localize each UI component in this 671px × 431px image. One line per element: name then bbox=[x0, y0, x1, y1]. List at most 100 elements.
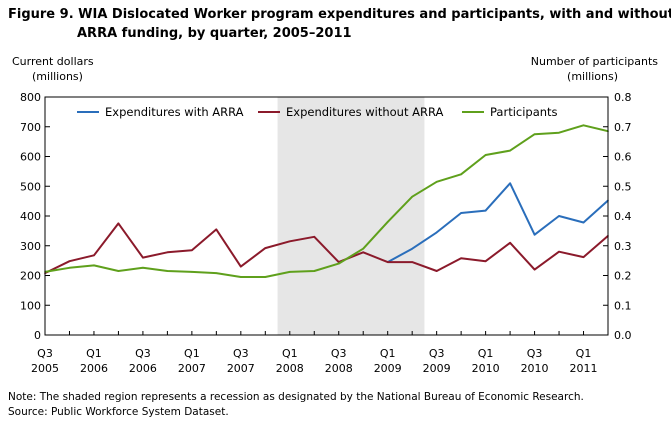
x-tick-label-quarter: Q1 bbox=[184, 347, 200, 360]
y-right-tick-label: 0.1 bbox=[614, 299, 632, 312]
series-point-2 bbox=[533, 268, 536, 271]
x-tick-label-year: 2005 bbox=[31, 362, 59, 375]
series-point-3 bbox=[411, 195, 413, 198]
x-tick-label-quarter: Q3 bbox=[233, 347, 249, 360]
series-line-3 bbox=[44, 124, 609, 278]
y-left-label-line1: Current dollars bbox=[12, 55, 94, 68]
series-point-1 bbox=[533, 233, 536, 236]
series-point-3 bbox=[386, 221, 389, 223]
series-point-2 bbox=[264, 247, 267, 249]
y-right-tick-label: 0.3 bbox=[614, 240, 632, 253]
series-point-2 bbox=[93, 254, 95, 257]
x-tick-label-quarter: Q3 bbox=[135, 347, 151, 360]
series-point-2 bbox=[166, 251, 169, 254]
series-line-2 bbox=[44, 222, 609, 274]
x-tick-label-quarter: Q1 bbox=[86, 347, 102, 360]
series-point-1 bbox=[484, 209, 487, 212]
plot-frame bbox=[44, 96, 609, 336]
chart-note: Note: The shaded region represents a rec… bbox=[8, 391, 584, 403]
legend-label-2: Expenditures without ARRA bbox=[286, 105, 443, 119]
series-point-3 bbox=[337, 262, 340, 265]
x-tick-label-year: 2008 bbox=[325, 362, 353, 375]
x-tick-label-year: 2007 bbox=[178, 362, 206, 375]
y-left-tick-label: 800 bbox=[20, 91, 41, 104]
series-point-3 bbox=[362, 247, 365, 250]
series-point-3 bbox=[215, 272, 218, 274]
series-lines bbox=[44, 124, 609, 278]
series-point-3 bbox=[313, 270, 316, 272]
y-right-label-line2: (millions) bbox=[567, 70, 618, 83]
series-point-3 bbox=[142, 266, 144, 269]
series-point-2 bbox=[509, 241, 511, 244]
y-right-tick-label: 0.4 bbox=[614, 210, 632, 223]
x-tick-label-quarter: Q1 bbox=[576, 347, 592, 360]
y-left-tick-label: 0 bbox=[34, 329, 41, 342]
x-tick-label-quarter: Q1 bbox=[282, 347, 298, 360]
series-point-3 bbox=[166, 270, 169, 272]
series-point-3 bbox=[93, 264, 95, 267]
y-right-tick-label: 0.7 bbox=[614, 121, 632, 134]
series-point-2 bbox=[411, 261, 413, 263]
series-point-2 bbox=[435, 270, 438, 272]
legend: Expenditures with ARRA Expenditures witho… bbox=[77, 105, 558, 119]
series-point-3 bbox=[288, 271, 291, 273]
series-point-3 bbox=[264, 276, 267, 278]
recession-shaded-region bbox=[277, 97, 425, 335]
y-left-tick-label: 600 bbox=[20, 151, 41, 164]
series-line-1 bbox=[387, 182, 609, 263]
series-point-3 bbox=[582, 124, 585, 127]
x-tick-label-quarter: Q1 bbox=[478, 347, 494, 360]
series-point-1 bbox=[411, 247, 413, 250]
x-tick-label-quarter: Q3 bbox=[331, 347, 347, 360]
series-point-3 bbox=[509, 149, 511, 152]
y-right-tick-label: 0.5 bbox=[614, 180, 632, 193]
series-point-2 bbox=[240, 265, 242, 268]
series-point-2 bbox=[288, 240, 291, 243]
y-right-label-line1: Number of participants bbox=[531, 55, 659, 68]
x-tick-label-year: 2009 bbox=[423, 362, 451, 375]
series-point-2 bbox=[362, 251, 365, 254]
x-axis: Q3 2005 Q1 2006 Q3 2006 Q1 2007 Q3 2007 Q1 2008 Q3 20… bbox=[31, 331, 609, 375]
series-point-3 bbox=[558, 131, 560, 134]
x-tick-label-quarter: Q1 bbox=[380, 347, 396, 360]
series-point-2 bbox=[386, 261, 389, 263]
chart-source: Source: Public Workforce System Dataset. bbox=[8, 406, 229, 418]
x-tick-label-year: 2006 bbox=[80, 362, 108, 375]
series-point-2 bbox=[215, 228, 218, 231]
series-point-1 bbox=[435, 231, 438, 234]
y-left-axis: 0 100 200 300 400 500 600 700 800 bbox=[20, 91, 50, 342]
y-right-tick-label: 0.6 bbox=[614, 151, 632, 164]
series-point-2 bbox=[68, 260, 71, 263]
y-right-tick-label: 0.0 bbox=[614, 329, 632, 342]
y-right-axis: 0.0 0.1 0.2 0.3 0.4 0.5 0.6 0.7 0.8 bbox=[603, 91, 632, 342]
series-point-3 bbox=[435, 180, 438, 183]
x-tick-label-year: 2010 bbox=[472, 362, 500, 375]
y-left-tick-label: 400 bbox=[20, 210, 41, 223]
series-point-2 bbox=[558, 250, 560, 253]
y-left-tick-label: 100 bbox=[20, 299, 41, 312]
series-point-1 bbox=[582, 221, 585, 224]
chart-title-line2: ARRA funding, by quarter, 2005–2011 bbox=[77, 26, 352, 41]
series-point-2 bbox=[313, 236, 316, 238]
series-point-2 bbox=[484, 260, 487, 263]
legend-label-1: Expenditures with ARRA bbox=[105, 105, 244, 119]
x-tick-label-year: 2006 bbox=[129, 362, 157, 375]
series-point-3 bbox=[533, 133, 536, 135]
y-right-tick-label: 0.2 bbox=[614, 270, 632, 283]
series-point-2 bbox=[191, 249, 193, 252]
x-tick-label-quarter: Q3 bbox=[429, 347, 445, 360]
y-left-tick-label: 300 bbox=[20, 240, 41, 253]
x-tick-label-year: 2007 bbox=[227, 362, 255, 375]
series-point-1 bbox=[460, 212, 462, 214]
x-tick-label-year: 2010 bbox=[521, 362, 549, 375]
series-point-3 bbox=[240, 276, 242, 278]
x-tick-label-year: 2008 bbox=[276, 362, 304, 375]
legend-label-3: Participants bbox=[490, 105, 558, 119]
series-point-2 bbox=[582, 256, 585, 258]
series-point-2 bbox=[117, 222, 120, 225]
series-point-3 bbox=[460, 173, 462, 176]
series-point-3 bbox=[117, 270, 120, 272]
y-left-label-line2: (millions) bbox=[32, 70, 83, 83]
series-point-2 bbox=[142, 256, 144, 259]
